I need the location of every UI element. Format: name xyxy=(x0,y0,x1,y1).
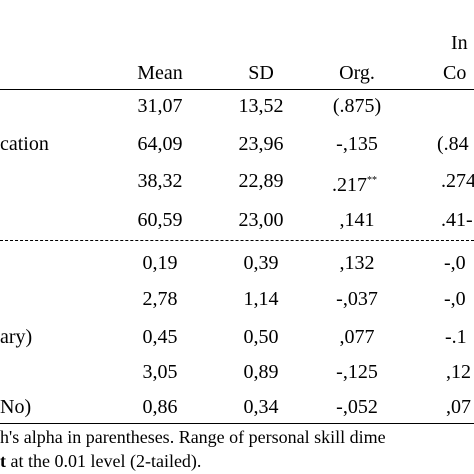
row-label: cation xyxy=(0,133,49,155)
cell-org: -,125 xyxy=(336,361,378,383)
header-group-label: In xyxy=(451,32,468,54)
significance-marker: ** xyxy=(367,175,377,186)
table-note-significance: t at the 0.01 level (2-tailed). xyxy=(0,450,201,472)
cell-org: -,052 xyxy=(336,396,378,418)
cell-sd: 23,00 xyxy=(238,209,284,231)
cell-org: -,037 xyxy=(336,288,378,310)
header-mean: Mean xyxy=(137,62,183,84)
cell-mean: 0,45 xyxy=(142,326,178,348)
cell-sd: 0,89 xyxy=(243,361,279,383)
cell-mean: 0,86 xyxy=(142,396,178,418)
cell-col5: .41- xyxy=(441,209,473,231)
cell-mean: 64,09 xyxy=(137,133,183,155)
cell-sd: 22,89 xyxy=(238,170,284,192)
cell-sd: 0,34 xyxy=(243,396,279,418)
section-divider xyxy=(0,240,474,241)
cell-col5: -,0 xyxy=(444,288,466,310)
cell-org: .217** xyxy=(332,170,377,196)
cell-col5: ,12 xyxy=(446,361,471,383)
cell-mean: 0,19 xyxy=(142,252,178,274)
cell-sd: 0,50 xyxy=(243,326,279,348)
header-sd: SD xyxy=(248,62,274,84)
header-col5: Co xyxy=(443,62,467,84)
cell-org: ,132 xyxy=(339,252,375,274)
cell-sd: 23,96 xyxy=(238,133,284,155)
cell-mean: 3,05 xyxy=(142,361,178,383)
cell-col5: ,07 xyxy=(446,396,471,418)
note-bold-fragment: t xyxy=(0,451,6,471)
cell-mean: 60,59 xyxy=(137,209,183,231)
cell-col5: (.84 xyxy=(437,133,469,155)
bottom-rule xyxy=(0,423,474,424)
row-label: No) xyxy=(0,396,32,418)
row-label: ary) xyxy=(0,326,33,348)
header-rule xyxy=(0,89,474,90)
cell-org: ,077 xyxy=(339,326,375,348)
cell-sd: 0,39 xyxy=(243,252,279,274)
cell-mean: 2,78 xyxy=(142,288,178,310)
header-org: Org. xyxy=(339,62,375,84)
cell-org-value: .217 xyxy=(332,174,367,196)
cell-sd: 1,14 xyxy=(243,288,279,310)
note-text: at the 0.01 level (2-tailed). xyxy=(6,451,202,471)
cell-org: (.875) xyxy=(332,95,382,117)
cell-sd: 13,52 xyxy=(238,95,284,117)
cell-org: ,141 xyxy=(339,209,375,231)
cell-col5: .274 xyxy=(441,170,474,192)
cell-mean: 31,07 xyxy=(137,95,183,117)
cell-col5: -,0 xyxy=(444,252,466,274)
table-note: h's alpha in parentheses. Range of perso… xyxy=(0,427,386,447)
cell-col5: -.1 xyxy=(445,326,467,348)
cell-org: -,135 xyxy=(336,133,378,155)
cell-mean: 38,32 xyxy=(137,170,183,192)
